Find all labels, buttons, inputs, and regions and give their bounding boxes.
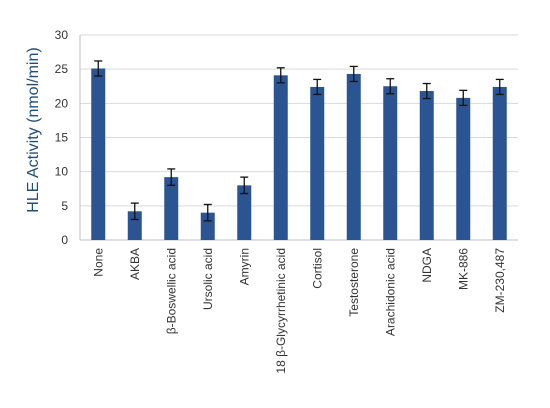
error-bar-0 — [94, 60, 103, 77]
x-category-label-3: Ursolic acid — [201, 248, 215, 310]
error-bar-7 — [349, 65, 358, 83]
error-bar-11 — [495, 78, 504, 96]
bar-6 — [310, 86, 325, 240]
bar-11 — [492, 86, 507, 240]
error-bar-6 — [313, 78, 322, 96]
error-bar-8 — [386, 78, 395, 95]
bar-2 — [164, 177, 179, 240]
y-tick-label-0: 0 — [61, 233, 68, 247]
y-tick-label-4: 20 — [55, 96, 69, 110]
bar-10 — [456, 97, 471, 240]
x-category-label-11: ZM-230,487 — [493, 248, 507, 313]
bar-7 — [346, 73, 361, 240]
y-tick-label-2: 10 — [55, 165, 69, 179]
y-tick-label-6: 30 — [55, 28, 69, 42]
error-bar-1 — [130, 202, 139, 221]
x-category-label-9: NDGA — [420, 248, 434, 283]
y-axis-title: HLE Activity (nmol/min) — [25, 47, 42, 212]
x-category-labels: None AKBA β-Boswellic acid Ursolic acid Amyr… — [91, 248, 507, 374]
y-tick-label-5: 25 — [55, 62, 69, 76]
bars — [91, 68, 507, 241]
error-bar-4 — [240, 176, 249, 195]
y-tick-label-3: 15 — [55, 131, 69, 145]
error-bar-2 — [167, 168, 176, 186]
bar-3 — [200, 212, 215, 240]
x-category-label-0: None — [91, 248, 105, 277]
x-category-label-8: Arachidonic acid — [383, 248, 397, 336]
bar-1 — [127, 211, 142, 240]
y-tick-labels: 0 5 10 15 20 25 30 — [55, 28, 69, 247]
error-bar-9 — [422, 82, 431, 100]
bar-8 — [383, 86, 398, 240]
axes — [79, 35, 518, 241]
grid-lines — [80, 34, 518, 207]
x-category-label-1: AKBA — [128, 248, 142, 280]
error-bar-3 — [203, 203, 212, 222]
bar-4 — [237, 185, 252, 240]
x-category-label-10: MK-886 — [456, 248, 470, 290]
y-tick-label-1: 5 — [61, 199, 68, 213]
bar-0 — [91, 68, 106, 240]
error-bar-5 — [276, 67, 285, 84]
x-category-label-5: 18 β-Glycyrrhetinic acid — [274, 248, 288, 374]
x-category-label-2: β-Boswellic acid — [164, 248, 178, 334]
bar-9 — [419, 91, 434, 241]
error-bar-10 — [459, 89, 468, 107]
x-category-label-6: Cortisol — [310, 248, 324, 289]
x-category-label-4: Amyrin — [237, 248, 251, 285]
x-category-label-7: Testosterone — [347, 248, 361, 317]
error-bars — [94, 60, 504, 222]
bar-5 — [273, 75, 288, 240]
